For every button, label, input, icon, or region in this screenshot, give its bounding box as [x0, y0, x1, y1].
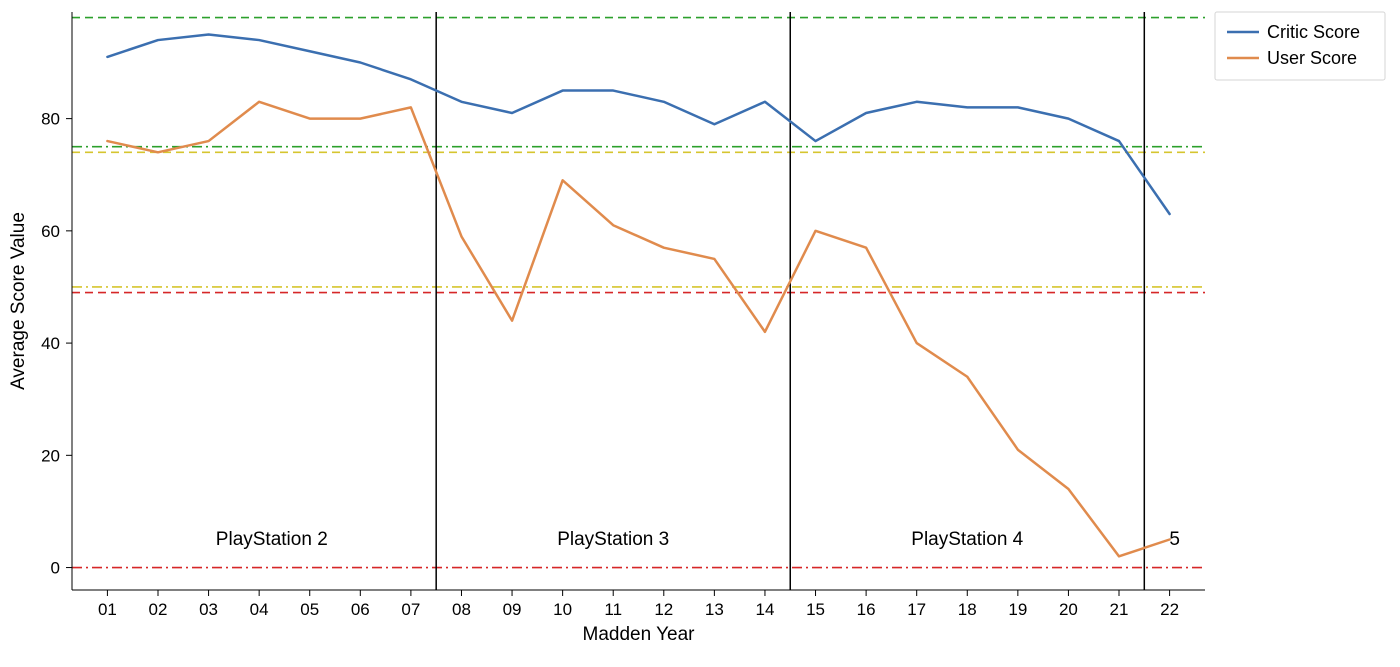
x-tick-label: 22 [1160, 600, 1179, 619]
line-chart-svg: 0102030405060708091011121314151617181920… [0, 0, 1400, 667]
series-critic-score [107, 34, 1169, 214]
x-tick-label: 10 [553, 600, 572, 619]
x-tick-label: 05 [300, 600, 319, 619]
chart-container: 0102030405060708091011121314151617181920… [0, 0, 1400, 667]
x-tick-label: 12 [654, 600, 673, 619]
y-tick-label: 40 [41, 334, 60, 353]
x-tick-label: 14 [755, 600, 774, 619]
region-label-2: PlayStation 4 [911, 529, 1023, 550]
x-tick-label: 21 [1110, 600, 1129, 619]
region-label-3: 5 [1169, 529, 1180, 550]
x-tick-label: 08 [452, 600, 471, 619]
x-tick-label: 11 [604, 600, 622, 619]
legend-label: User Score [1267, 48, 1357, 68]
y-axis-label: Average Score Value [8, 212, 29, 390]
x-tick-label: 19 [1008, 600, 1027, 619]
x-tick-label: 04 [250, 600, 269, 619]
x-tick-label: 09 [503, 600, 522, 619]
legend-label: Critic Score [1267, 22, 1360, 42]
x-axis-label: Madden Year [583, 624, 696, 645]
series-user-score [107, 102, 1169, 557]
y-tick-label: 20 [41, 446, 60, 465]
region-label-1: PlayStation 3 [557, 529, 669, 550]
x-tick-label: 15 [806, 600, 825, 619]
x-tick-label: 06 [351, 600, 370, 619]
x-tick-label: 16 [857, 600, 876, 619]
y-tick-label: 60 [41, 222, 60, 241]
x-tick-label: 13 [705, 600, 724, 619]
y-tick-label: 0 [51, 559, 60, 578]
y-tick-label: 80 [41, 110, 60, 129]
x-tick-label: 20 [1059, 600, 1078, 619]
x-tick-label: 07 [401, 600, 420, 619]
x-tick-label: 18 [958, 600, 977, 619]
x-tick-label: 02 [149, 600, 168, 619]
x-tick-label: 17 [907, 600, 926, 619]
x-tick-label: 03 [199, 600, 218, 619]
x-tick-label: 01 [98, 600, 117, 619]
region-label-0: PlayStation 2 [216, 529, 328, 550]
